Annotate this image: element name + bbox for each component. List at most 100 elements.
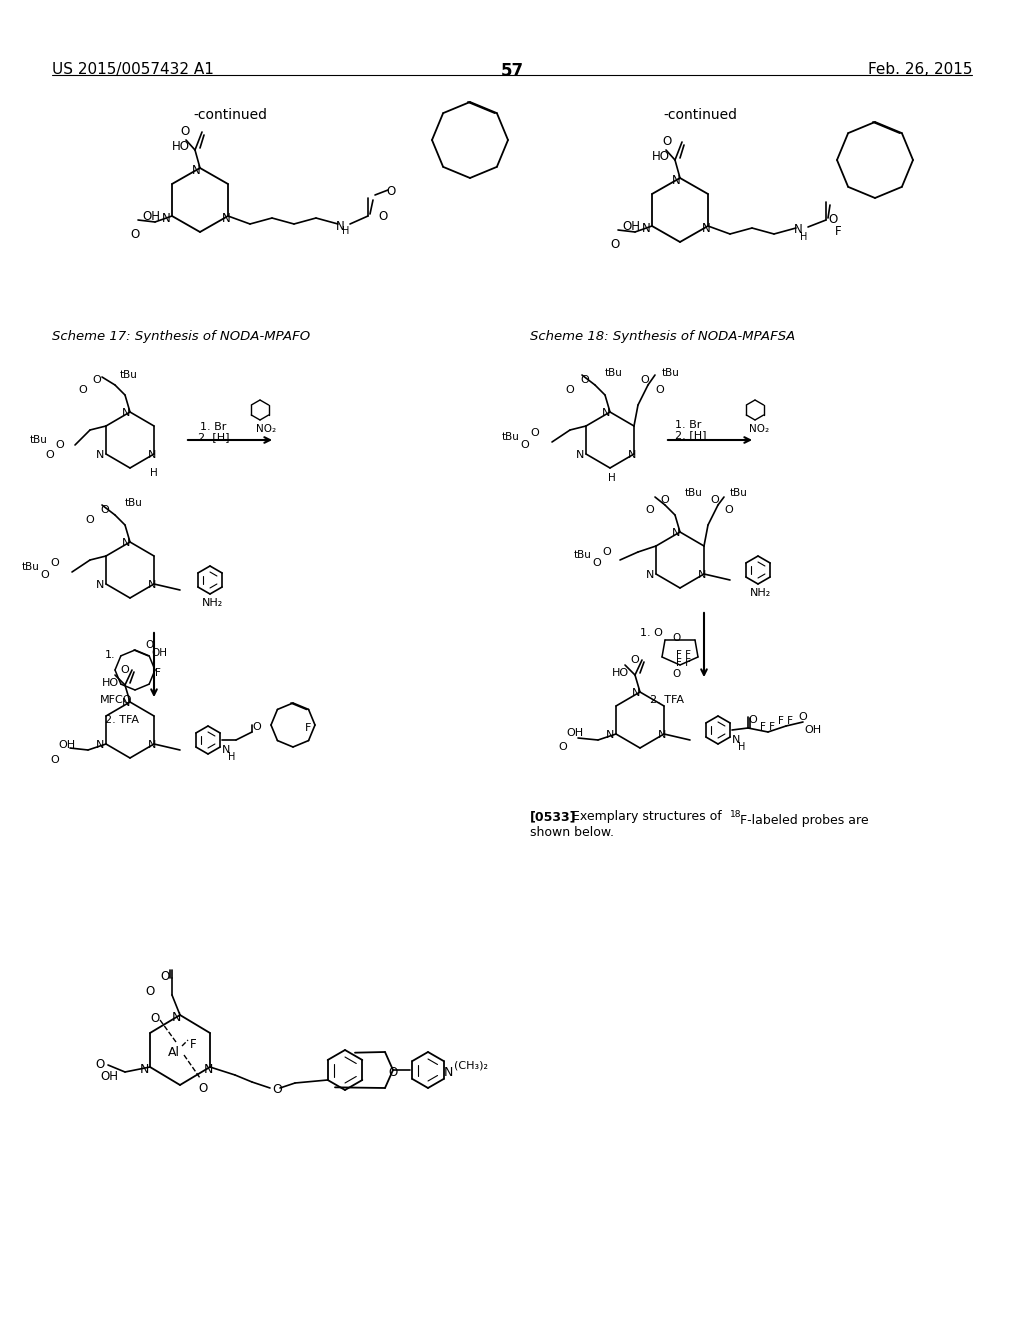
Text: OH: OH [566,729,583,738]
Text: OH: OH [151,648,167,657]
Text: US 2015/0057432 A1: US 2015/0057432 A1 [52,62,214,77]
Text: O: O [828,213,838,226]
Text: N: N [191,164,201,177]
Text: O: O [530,428,539,438]
Text: H: H [608,473,615,483]
Text: OH: OH [100,1071,118,1082]
Text: O: O [386,185,395,198]
Text: O: O [160,970,169,983]
Text: N: N [221,213,230,224]
Text: F: F [305,723,311,733]
Text: tBu: tBu [662,368,680,378]
Text: NO₂: NO₂ [256,424,276,434]
Text: O: O [640,375,649,385]
Text: H: H [150,469,158,478]
Text: N: N [336,220,345,234]
Text: tBu: tBu [685,488,702,498]
Text: O: O [180,125,189,139]
Text: H: H [800,232,807,242]
Text: OH: OH [58,741,75,750]
Text: 1.: 1. [105,649,116,660]
Text: O: O [50,755,58,766]
Text: F F: F F [778,715,793,726]
Text: F: F [835,224,842,238]
Text: O: O [672,669,680,678]
Text: OH: OH [804,725,821,735]
Text: N: N [575,450,584,459]
Text: N: N [602,408,610,418]
Text: O: O [655,385,664,395]
Text: O: O [252,722,261,733]
Text: Scheme 17: Synthesis of NODA-MPAFO: Scheme 17: Synthesis of NODA-MPAFO [52,330,310,343]
Text: O: O [55,440,63,450]
Text: O: O [92,375,100,385]
Text: N: N [204,1063,213,1076]
Text: -continued: -continued [663,108,737,121]
Text: Feb. 26, 2015: Feb. 26, 2015 [867,62,972,77]
Text: 1. O: 1. O [640,628,663,638]
Text: N: N [96,579,104,590]
Text: F F: F F [760,722,775,733]
Text: O: O [520,440,528,450]
Text: O: O [198,1082,207,1096]
Text: H: H [342,226,349,236]
Text: NH₂: NH₂ [750,587,771,598]
Text: O: O [748,715,757,725]
Text: O: O [100,506,109,515]
Text: N: N [147,579,157,590]
Text: N: N [697,570,707,579]
Text: N: N [162,213,170,224]
Text: (CH₃)₂: (CH₃)₂ [454,1060,488,1071]
Text: O: O [50,558,58,568]
Text: H: H [738,742,745,752]
Text: N: N [646,570,654,579]
Text: O: O [150,1012,160,1026]
Text: O: O [645,506,653,515]
Text: Exemplary structures of: Exemplary structures of [572,810,726,822]
Text: 2. TFA: 2. TFA [650,696,684,705]
Text: HO: HO [172,140,190,153]
Text: O: O [662,135,672,148]
Text: NO₂: NO₂ [749,424,769,434]
Text: O: O [378,210,387,223]
Text: F F: F F [676,649,691,660]
Text: O: O [95,1059,104,1071]
Text: O: O [724,506,733,515]
Text: N: N [147,741,157,750]
Text: tBu: tBu [574,550,592,560]
Text: tBu: tBu [502,432,520,442]
Text: O: O [565,385,573,395]
Text: N: N [732,735,740,744]
Text: 2. TFA: 2. TFA [105,715,139,725]
Text: NH₂: NH₂ [202,598,223,609]
Text: N: N [657,730,667,741]
Text: O: O [592,558,601,568]
Text: N: N [147,450,157,459]
Text: N: N [444,1067,454,1078]
Text: OH: OH [142,210,160,223]
Text: O: O [798,711,807,722]
Text: N: N [701,222,711,235]
Text: O: O [630,655,639,665]
Text: O: O [672,634,680,643]
Text: O: O [710,495,719,506]
Text: tBu: tBu [125,498,143,508]
Text: shown below.: shown below. [530,826,614,840]
Text: N: N [122,539,130,548]
Text: HO: HO [612,668,629,678]
Text: N: N [96,741,104,750]
Text: [0533]: [0533] [530,810,577,822]
Text: O: O [145,640,154,649]
Text: N: N [171,1011,180,1024]
Text: N: N [672,528,680,539]
Text: 18: 18 [730,810,741,818]
Text: O: O [388,1067,397,1078]
Text: tBu: tBu [22,562,40,572]
Text: N: N [139,1063,148,1076]
Text: 1. Br: 1. Br [200,422,226,432]
Text: O: O [145,985,155,998]
Text: N: N [222,744,230,755]
Text: F-labeled probes are: F-labeled probes are [740,814,868,828]
Text: F: F [190,1038,197,1051]
Text: 1. Br: 1. Br [675,420,701,430]
